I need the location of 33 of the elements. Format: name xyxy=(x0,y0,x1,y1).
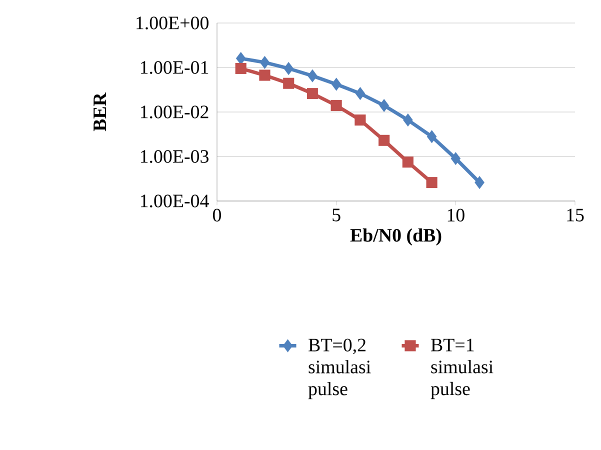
x-tick-label: 10 xyxy=(448,208,464,222)
point xyxy=(260,56,270,69)
point xyxy=(259,70,270,81)
point xyxy=(402,156,414,168)
y-axis-title: BER xyxy=(94,92,106,132)
y-tick-label: 1.00E-04 xyxy=(140,194,209,208)
legend-label: BT=0,2 simulasi pulse xyxy=(308,338,371,400)
legend-label: BT=1 simulasi pulse xyxy=(430,338,494,400)
x-tick-label: 0 xyxy=(212,208,222,222)
point xyxy=(330,100,342,112)
point xyxy=(283,78,294,89)
point xyxy=(450,152,461,166)
point xyxy=(331,78,342,91)
point xyxy=(235,62,246,74)
y-tick-label: 1.00E-03 xyxy=(140,150,208,163)
point xyxy=(426,176,438,188)
point xyxy=(403,114,413,127)
y-tick-label: 1.00E-02 xyxy=(140,106,208,118)
y-tick-label: 1.00E+00 xyxy=(136,16,208,30)
point xyxy=(284,62,294,76)
point xyxy=(355,87,366,100)
x-axis-title: Eb/N0 (dB) xyxy=(350,228,442,246)
y-tick-label: 1.00E-01 xyxy=(140,61,208,74)
point xyxy=(308,69,318,82)
x-tick-label: 5 xyxy=(332,208,340,222)
point xyxy=(426,130,437,144)
point xyxy=(474,176,484,190)
point xyxy=(236,52,246,65)
point xyxy=(306,88,318,100)
point xyxy=(378,134,390,146)
point xyxy=(379,98,389,112)
point xyxy=(354,114,366,126)
x-tick-label: 15 xyxy=(567,208,584,222)
